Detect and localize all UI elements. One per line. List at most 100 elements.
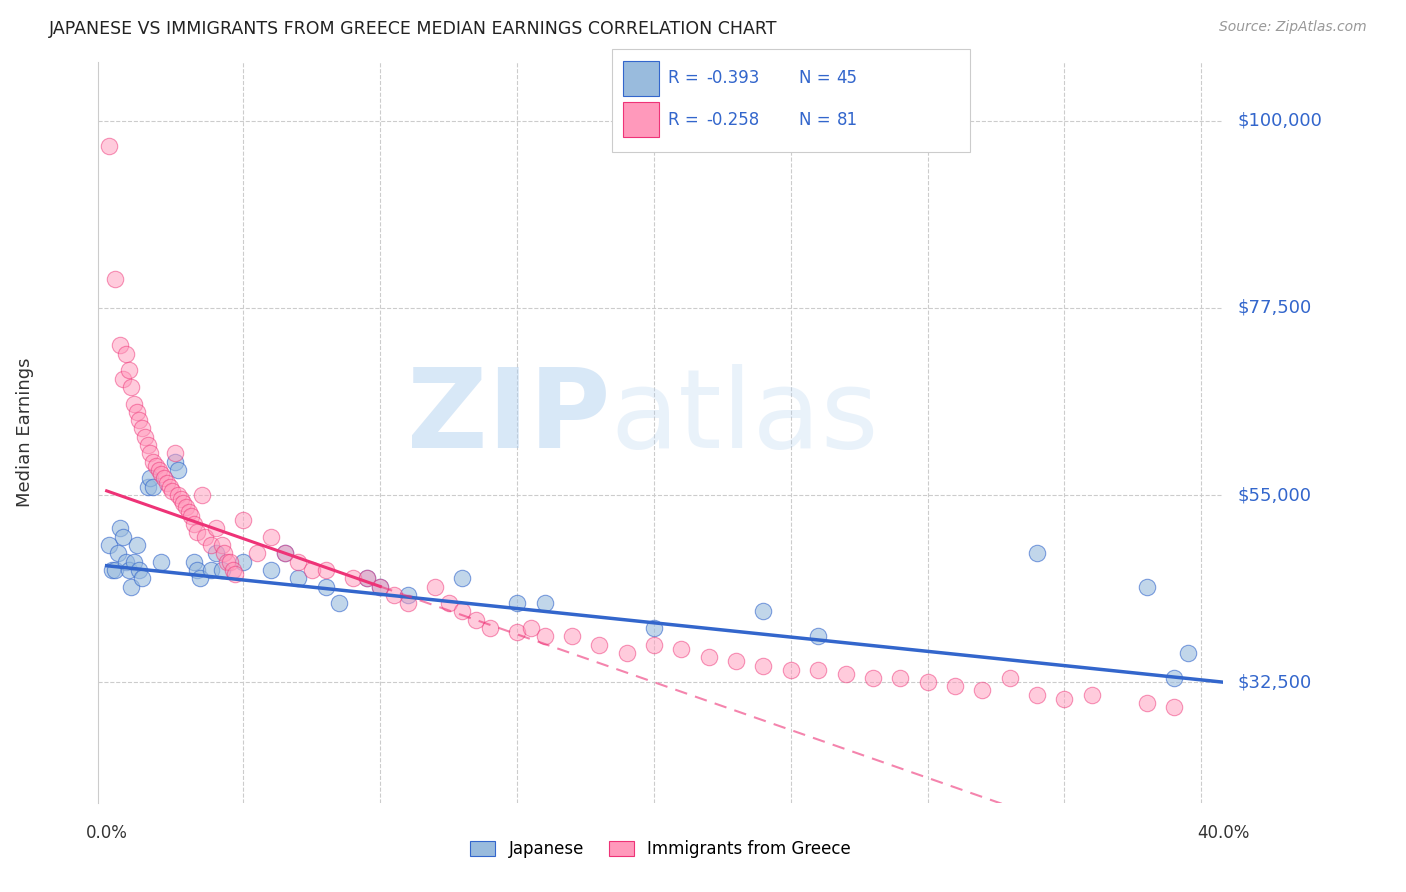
Point [98, 138, 121, 153]
Point [120, 580, 142, 594]
Point [1135, 580, 1157, 594]
Text: N =: N = [799, 70, 835, 87]
Text: 81: 81 [837, 111, 858, 128]
Point [1163, 700, 1185, 714]
Point [998, 671, 1021, 685]
Point [382, 588, 405, 602]
Point [287, 555, 309, 569]
Point [183, 555, 205, 569]
Text: $77,500: $77,500 [1237, 299, 1312, 317]
Point [368, 580, 391, 594]
Point [211, 538, 233, 552]
Point [194, 530, 217, 544]
Point [616, 646, 638, 660]
Point [180, 508, 202, 523]
Point [834, 666, 856, 681]
Point [224, 567, 246, 582]
Text: -0.393: -0.393 [706, 70, 759, 87]
Point [183, 517, 205, 532]
Point [114, 346, 136, 360]
Point [166, 463, 188, 477]
Point [1026, 688, 1049, 702]
Point [165, 455, 187, 469]
Point [165, 446, 187, 460]
Point [972, 683, 994, 698]
Point [145, 458, 167, 473]
Point [131, 421, 153, 435]
Point [136, 480, 159, 494]
Point [697, 650, 720, 665]
Point [215, 555, 238, 569]
Text: 40.0%: 40.0% [1197, 823, 1250, 841]
Point [1081, 688, 1104, 702]
Point [588, 638, 610, 652]
Point [120, 380, 142, 394]
Point [188, 571, 211, 585]
Point [122, 555, 145, 569]
Point [671, 641, 693, 656]
Point [246, 546, 269, 560]
Point [451, 605, 474, 619]
Point [104, 271, 127, 285]
Point [287, 571, 309, 585]
Point [807, 663, 830, 677]
Point [156, 475, 179, 490]
Point [478, 621, 501, 635]
Point [506, 596, 529, 610]
Point [186, 525, 208, 540]
Point [191, 488, 214, 502]
Point [200, 563, 222, 577]
Point [368, 580, 391, 594]
Point [342, 571, 364, 585]
Point [110, 338, 132, 352]
Text: 0.0%: 0.0% [86, 823, 128, 841]
Point [177, 505, 200, 519]
Text: $55,000: $55,000 [1237, 486, 1312, 504]
Text: R =: R = [668, 70, 704, 87]
Point [643, 621, 665, 635]
Point [221, 563, 243, 577]
Point [136, 438, 159, 452]
Text: N =: N = [799, 111, 835, 128]
Point [169, 492, 191, 507]
Point [117, 563, 139, 577]
Point [110, 521, 132, 535]
Point [101, 563, 124, 577]
Point [142, 455, 165, 469]
Point [150, 467, 173, 482]
Point [752, 605, 775, 619]
Point [561, 629, 583, 643]
Point [117, 363, 139, 377]
Point [465, 613, 488, 627]
Point [131, 571, 153, 585]
Point [112, 371, 135, 385]
Text: atlas: atlas [610, 364, 879, 471]
Text: JAPANESE VS IMMIGRANTS FROM GREECE MEDIAN EARNINGS CORRELATION CHART: JAPANESE VS IMMIGRANTS FROM GREECE MEDIA… [49, 20, 778, 37]
Point [125, 538, 148, 552]
Point [273, 546, 295, 560]
Point [232, 555, 254, 569]
Point [643, 638, 665, 652]
Point [1135, 696, 1157, 710]
Point [174, 500, 197, 515]
Point [166, 488, 188, 502]
Point [122, 396, 145, 410]
Point [150, 555, 173, 569]
Point [142, 480, 165, 494]
Point [104, 563, 127, 577]
Text: -0.258: -0.258 [706, 111, 759, 128]
Point [451, 571, 474, 585]
Point [114, 555, 136, 569]
Text: R =: R = [668, 111, 704, 128]
Point [862, 671, 884, 685]
Text: Median Earnings: Median Earnings [15, 358, 34, 508]
Point [1163, 671, 1185, 685]
Point [752, 658, 775, 673]
Point [211, 563, 233, 577]
Point [107, 546, 129, 560]
Point [396, 596, 419, 610]
Point [315, 563, 337, 577]
Point [205, 521, 228, 535]
Point [533, 629, 555, 643]
Point [139, 446, 162, 460]
